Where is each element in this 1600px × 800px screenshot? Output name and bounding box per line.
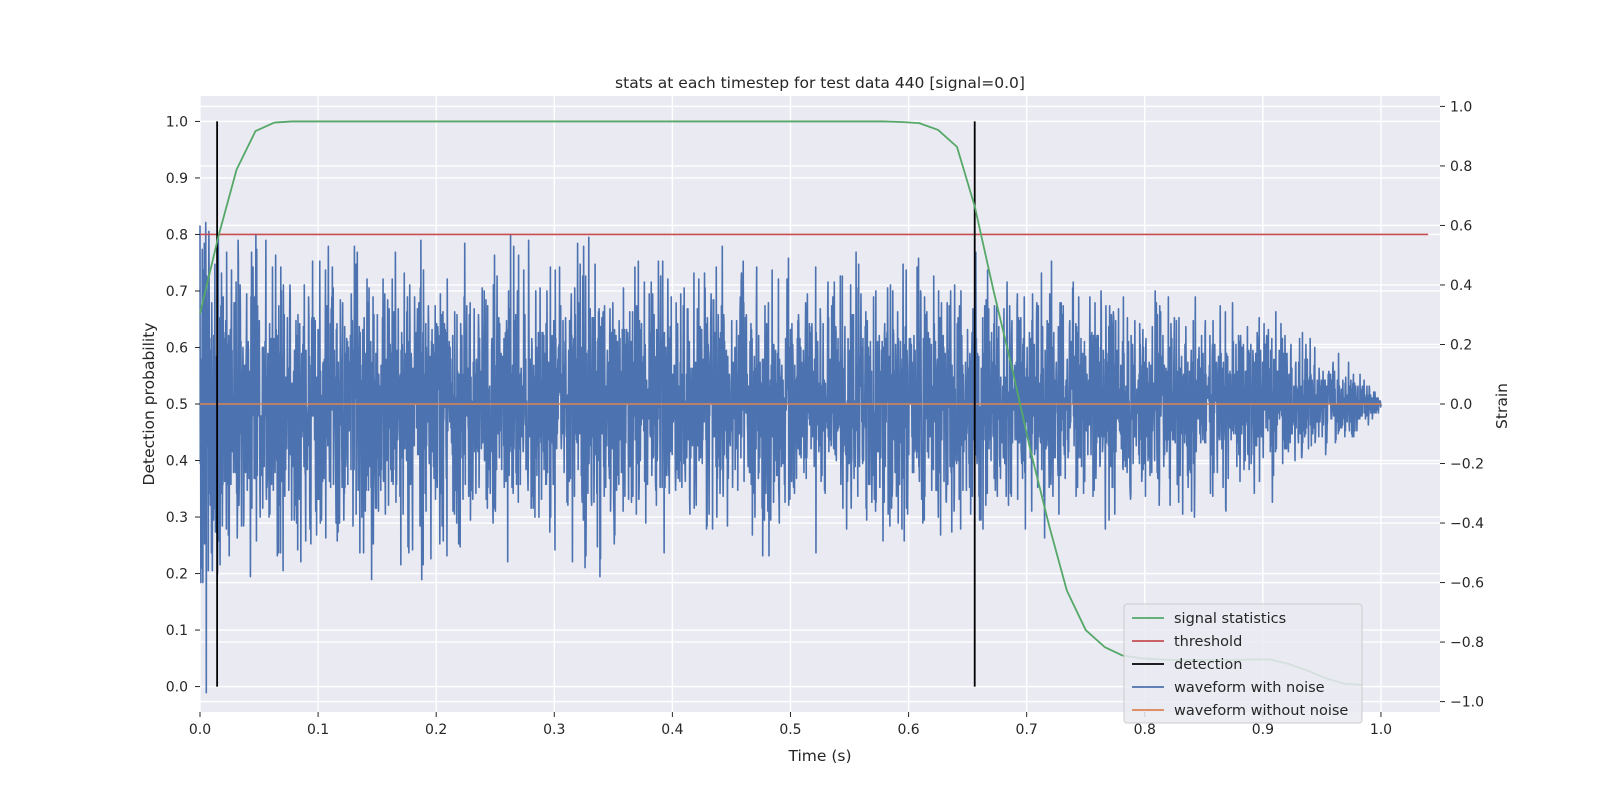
x-tick-label: 1.0	[1370, 722, 1392, 738]
axes-layer: 0.0 0.1 0.2 0.3 0.4 0.5 0.6 0.7 0.8 0.9 1.0 0.0 0.1 0…	[166, 99, 1484, 738]
y-right-tick-label: 0.6	[1450, 218, 1472, 234]
x-tick-label: 0.8	[1134, 722, 1156, 738]
y-left-tick-label: 0.5	[166, 397, 188, 413]
y-right-tick-label: 0.0	[1450, 397, 1472, 413]
x-tick-label: 0.6	[897, 722, 919, 738]
y-left-tick-label: 0.9	[166, 171, 188, 187]
y-left-tick-label: 0.2	[166, 567, 188, 583]
legend-label-signal-statistics: signal statistics	[1174, 611, 1286, 627]
legend-label-waveform-with-noise: waveform with noise	[1174, 680, 1325, 696]
x-axis-label: Time (s)	[787, 747, 851, 765]
y-right-tick-label: 0.2	[1450, 337, 1472, 353]
legend-label-detection: detection	[1174, 657, 1242, 673]
y-left-tick-label: 0.3	[166, 510, 188, 526]
y-left-tick-label: 0.6	[166, 340, 188, 356]
y-left-tick-label: 0.7	[166, 284, 188, 300]
y-right-tick-label: 0.8	[1450, 159, 1472, 175]
y-right-tick-label: −0.6	[1450, 576, 1484, 592]
y-right-tick-label: 0.4	[1450, 278, 1472, 294]
chart-title: stats at each timestep for test data 440…	[615, 74, 1025, 92]
y-left-tick-label: 1.0	[166, 114, 188, 130]
y-right-tick-label: 1.0	[1450, 99, 1472, 115]
y-left-tick-label: 0.4	[166, 454, 188, 470]
y-left-tick-label: 0.1	[166, 623, 188, 639]
y-right-tick-label: −0.8	[1450, 635, 1484, 651]
x-tick-label: 0.7	[1016, 722, 1038, 738]
y-left-tick-label: 0.0	[166, 680, 188, 696]
x-tick-label: 0.3	[543, 722, 565, 738]
x-tick-label: 0.0	[189, 722, 211, 738]
x-tick-label: 0.2	[425, 722, 447, 738]
y-left-tick-label: 0.8	[166, 227, 188, 243]
y-right-tick-label: −1.0	[1450, 695, 1484, 711]
series-waveform-with-noise	[199, 221, 1382, 694]
legend: signal statistics threshold detection wavef…	[1123, 603, 1363, 724]
y-right-tick-label: −0.4	[1450, 516, 1484, 532]
y-right-tick-label: −0.2	[1450, 457, 1484, 473]
y-axis-left-label: Detection probability	[140, 323, 158, 486]
legend-items: signal statistics threshold detection wavef…	[1132, 611, 1348, 719]
x-tick-label: 0.5	[779, 722, 801, 738]
legend-label-threshold: threshold	[1174, 634, 1242, 650]
x-tick-label: 0.1	[307, 722, 329, 738]
x-tick-label: 0.4	[661, 722, 683, 738]
y-axis-right-label: Strain	[1493, 383, 1511, 429]
legend-frame	[1123, 603, 1363, 724]
legend-label-waveform-without-noise: waveform without noise	[1174, 703, 1348, 719]
x-tick-label: 0.9	[1252, 722, 1274, 738]
